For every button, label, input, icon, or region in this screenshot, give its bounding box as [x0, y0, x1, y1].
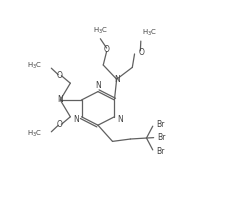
Text: Br: Br: [156, 147, 164, 156]
Text: H$_3$C: H$_3$C: [27, 61, 42, 71]
Text: Br: Br: [157, 133, 166, 141]
Text: O: O: [57, 120, 63, 129]
Text: N: N: [73, 115, 79, 124]
Text: N: N: [117, 115, 123, 124]
Text: N: N: [57, 96, 63, 104]
Text: Br: Br: [156, 120, 164, 129]
Text: H$_3$C: H$_3$C: [142, 28, 157, 38]
Text: H$_3$C: H$_3$C: [27, 129, 42, 139]
Text: H$_3$C: H$_3$C: [93, 25, 108, 36]
Text: O: O: [57, 71, 63, 80]
Text: O: O: [139, 48, 144, 57]
Text: N: N: [95, 81, 101, 90]
Text: O: O: [103, 46, 109, 55]
Text: N: N: [114, 75, 119, 84]
